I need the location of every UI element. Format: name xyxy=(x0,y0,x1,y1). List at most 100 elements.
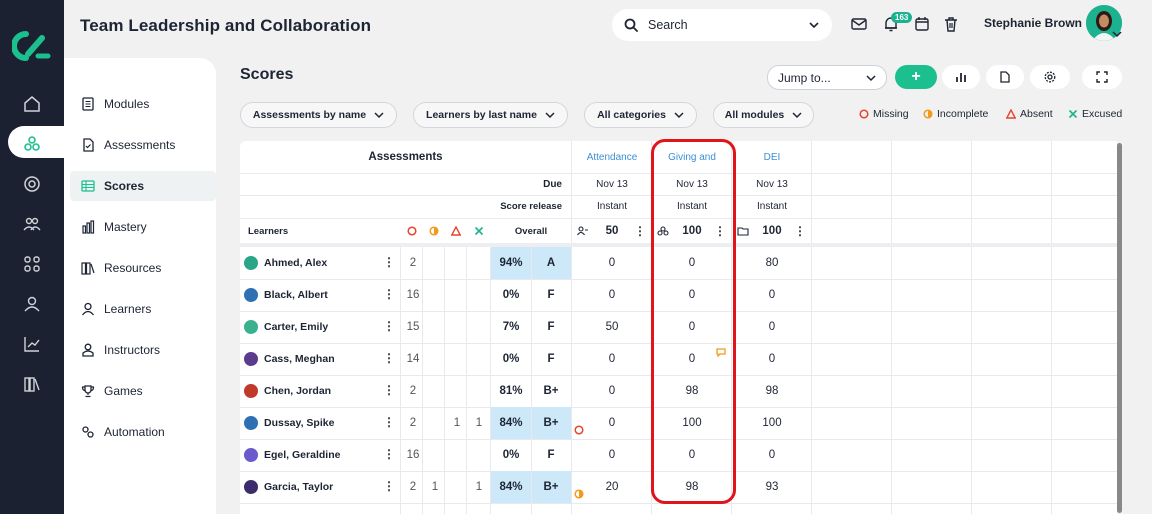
sidebar-item-games[interactable]: Games xyxy=(80,376,212,406)
calendar-icon[interactable] xyxy=(913,15,931,33)
score-cell[interactable]: 0 xyxy=(688,321,696,333)
comment-icon[interactable] xyxy=(716,347,726,357)
column-header-giving-and[interactable]: Giving and xyxy=(668,151,716,163)
target-icon[interactable] xyxy=(20,172,44,196)
row-menu-icon[interactable]: ⋮ xyxy=(383,415,395,429)
row-menu-icon[interactable]: ⋮ xyxy=(383,255,395,269)
learner-name[interactable]: Carter, Emily xyxy=(244,311,328,343)
score-cell[interactable]: 0 xyxy=(608,385,616,397)
filter-all-categories[interactable]: All categories xyxy=(584,102,697,128)
trash-icon[interactable] xyxy=(942,15,960,33)
home-icon[interactable] xyxy=(20,92,44,116)
learner-name[interactable]: Chen, Jordan xyxy=(244,375,331,407)
settings-button[interactable] xyxy=(1030,65,1070,89)
chevron-down-icon[interactable] xyxy=(1112,30,1122,38)
row-menu-icon[interactable]: ⋮ xyxy=(383,383,395,397)
score-cell[interactable]: 0 xyxy=(608,289,616,301)
missing-count: 16 xyxy=(406,449,420,461)
people-icon[interactable] xyxy=(20,212,44,236)
learner-name[interactable]: Egel, Geraldine xyxy=(244,439,340,471)
score-cell[interactable]: 0 xyxy=(608,353,616,365)
learner-name[interactable]: Cass, Meghan xyxy=(244,343,335,375)
row-menu-icon[interactable]: ⋮ xyxy=(383,319,395,333)
sidebar-item-modules[interactable]: Modules xyxy=(80,89,212,119)
sidebar-item-assessments[interactable]: Assessments xyxy=(80,130,212,160)
score-cell[interactable]: 0 xyxy=(768,321,776,333)
score-cell[interactable]: 0 xyxy=(688,257,696,269)
vertical-scrollbar[interactable] xyxy=(1117,141,1122,514)
score-cell[interactable]: 0 xyxy=(688,449,696,461)
courses-icon[interactable] xyxy=(20,132,44,156)
score-cell[interactable]: 93 xyxy=(765,481,779,493)
score-cell[interactable]: 100 xyxy=(762,417,782,429)
sidebar-item-learners[interactable]: Learners xyxy=(80,294,212,324)
search-input[interactable]: Search xyxy=(648,18,688,32)
grid-icon[interactable] xyxy=(20,252,44,276)
incomplete-icon xyxy=(574,489,584,499)
user-name[interactable]: Stephanie Brown xyxy=(984,16,1083,30)
chart-icon[interactable] xyxy=(20,332,44,356)
excused-icon xyxy=(1068,109,1078,119)
score-cell[interactable]: 0 xyxy=(688,289,696,301)
learner-name[interactable]: Ahmed, Alex xyxy=(244,247,327,279)
score-cell[interactable]: 0 xyxy=(768,353,776,365)
learner-name[interactable]: Dussay, Spike xyxy=(244,407,334,439)
excused-count xyxy=(468,279,490,311)
column-menu-icon[interactable]: ⋮ xyxy=(714,224,726,238)
missing-count: 2 xyxy=(409,481,417,493)
score-cell[interactable]: 0 xyxy=(768,449,776,461)
overall-grade: F xyxy=(547,321,555,333)
add-button[interactable]: + xyxy=(895,65,937,89)
score-cell[interactable]: 80 xyxy=(765,257,779,269)
user-icon[interactable] xyxy=(20,292,44,316)
filter-assessments-by-name[interactable]: Assessments by name xyxy=(240,102,397,128)
library-icon[interactable] xyxy=(20,372,44,396)
app-logo[interactable] xyxy=(12,30,52,62)
incomplete-count: 1 xyxy=(431,481,439,493)
mail-icon[interactable] xyxy=(850,15,868,33)
sidebar-item-resources[interactable]: Resources xyxy=(80,253,212,283)
column-menu-icon[interactable]: ⋮ xyxy=(794,224,806,238)
bar-chart-icon xyxy=(956,73,966,82)
sidebar-item-instructors[interactable]: Instructors xyxy=(80,335,212,365)
search-box[interactable]: Search xyxy=(612,9,832,41)
excused-count xyxy=(468,375,490,407)
folder-icon xyxy=(737,227,749,236)
learner-name-text: Egel, Geraldine xyxy=(264,449,341,461)
sidebar-item-scores[interactable]: Scores xyxy=(70,171,216,201)
sidebar-item-automation[interactable]: Automation xyxy=(80,417,212,447)
score-cell[interactable]: 98 xyxy=(765,385,779,397)
jump-to-select[interactable]: Jump to... xyxy=(767,65,887,90)
row-menu-icon[interactable]: ⋮ xyxy=(383,479,395,493)
filter-learners-by-last-name[interactable]: Learners by last name xyxy=(413,102,568,128)
export-button[interactable] xyxy=(986,65,1024,89)
stats-button[interactable] xyxy=(942,65,980,89)
column-header-attendance[interactable]: Attendance xyxy=(586,151,638,163)
excused-count: 1 xyxy=(475,417,483,429)
row-menu-icon[interactable]: ⋮ xyxy=(383,287,395,301)
score-cell[interactable]: 50 xyxy=(605,321,619,333)
incomplete-count xyxy=(424,375,446,407)
column-header-dei[interactable]: DEI xyxy=(763,151,781,163)
expand-button[interactable] xyxy=(1082,65,1122,89)
score-cell[interactable]: 20 xyxy=(605,481,619,493)
scores-icon xyxy=(80,178,96,194)
column-menu-icon[interactable]: ⋮ xyxy=(634,224,646,238)
score-cell[interactable]: 0 xyxy=(608,449,616,461)
row-menu-icon[interactable]: ⋮ xyxy=(383,351,395,365)
scrollbar-thumb[interactable] xyxy=(1117,143,1122,513)
score-cell[interactable]: 0 xyxy=(768,289,776,301)
learner-name[interactable]: Black, Albert xyxy=(244,279,328,311)
score-cell[interactable]: 0 xyxy=(608,257,616,269)
score-cell[interactable]: 100 xyxy=(682,417,702,429)
row-menu-icon[interactable]: ⋮ xyxy=(383,447,395,461)
filter-all-modules[interactable]: All modules xyxy=(713,102,814,128)
overall-grade: F xyxy=(547,449,555,461)
score-cell[interactable]: 98 xyxy=(685,385,699,397)
sidebar-item-mastery[interactable]: Mastery xyxy=(80,212,212,242)
score-cell[interactable]: 98 xyxy=(685,481,699,493)
score-cell[interactable]: 0 xyxy=(608,417,616,429)
chevron-down-icon[interactable] xyxy=(808,19,820,31)
score-cell[interactable]: 0 xyxy=(688,353,696,365)
learner-name[interactable]: Garcia, Taylor xyxy=(244,471,333,503)
